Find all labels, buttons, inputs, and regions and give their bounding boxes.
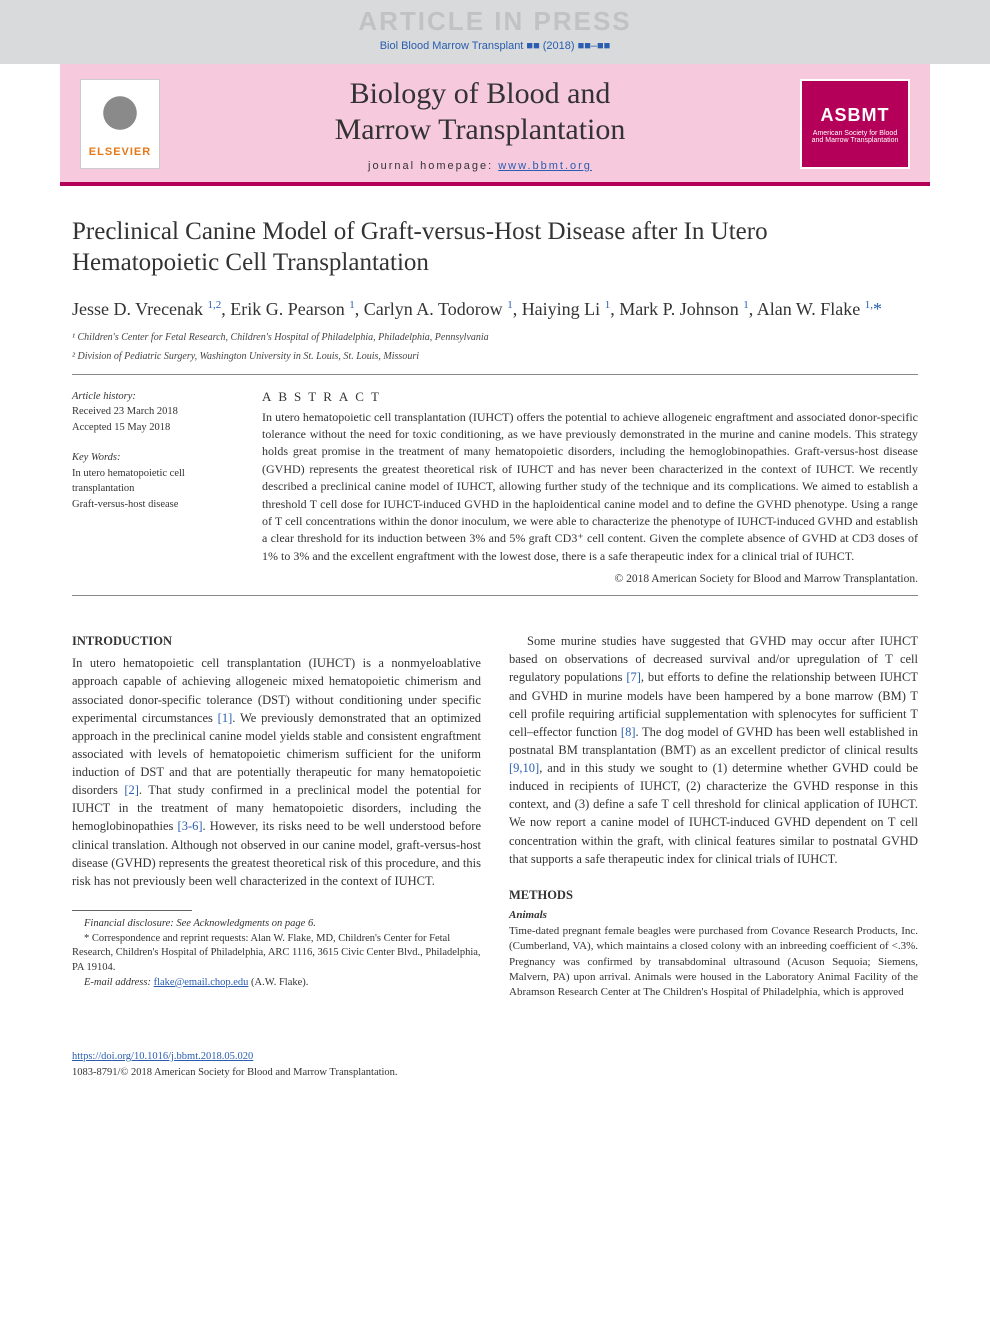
email-line: E-mail address: flake@email.chop.edu (A.…	[72, 976, 481, 991]
footnotes: Financial disclosure: See Acknowledgment…	[72, 917, 481, 990]
journal-banner: ELSEVIER Biology of Blood and Marrow Tra…	[60, 64, 930, 182]
abstract-label: ABSTRACT	[262, 389, 918, 405]
homepage-link[interactable]: www.bbmt.org	[498, 160, 592, 172]
footnote-divider	[72, 910, 192, 911]
history-label: Article history:	[72, 389, 232, 405]
right-column: Some murine studies have suggested that …	[509, 632, 918, 1001]
email-suffix: (A.W. Flake).	[248, 977, 308, 988]
meta-column: Article history: Received 23 March 2018 …	[72, 389, 232, 586]
abstract-text: In utero hematopoietic cell transplantat…	[262, 409, 918, 566]
elsevier-label: ELSEVIER	[89, 146, 151, 158]
citation-line: Biol Blood Marrow Transplant ■■ (2018) ■…	[0, 37, 990, 58]
journal-homepage: journal homepage: www.bbmt.org	[160, 160, 800, 172]
financial-disclosure: Financial disclosure: See Acknowledgment…	[72, 917, 481, 932]
elsevier-logo[interactable]: ELSEVIER	[80, 79, 160, 169]
email-label: E-mail address:	[84, 977, 154, 988]
asbmt-badge[interactable]: ASBMT American Society for Blood and Mar…	[800, 79, 910, 169]
financial-text: Financial disclosure: See Acknowledgment…	[84, 918, 316, 929]
intro-para-2: Some murine studies have suggested that …	[509, 632, 918, 868]
abstract-column: ABSTRACT In utero hematopoietic cell tra…	[262, 389, 918, 586]
article-status-banner: ARTICLE IN PRESS Biol Blood Marrow Trans…	[0, 0, 990, 64]
affiliation-1: ¹ Children's Center for Fetal Research, …	[72, 330, 918, 345]
asbmt-acronym: ASBMT	[821, 105, 890, 126]
journal-title-line1: Biology of Blood and	[160, 76, 800, 112]
introduction-heading: INTRODUCTION	[72, 632, 481, 650]
body-columns: INTRODUCTION In utero hematopoietic cell…	[72, 632, 918, 1001]
journal-title-block: Biology of Blood and Marrow Transplantat…	[160, 76, 800, 172]
keyword-1: In utero hematopoietic cell transplantat…	[72, 466, 232, 498]
left-column: INTRODUCTION In utero hematopoietic cell…	[72, 632, 481, 1001]
methods-heading: METHODS	[509, 886, 918, 904]
article-status-text: ARTICLE IN PRESS	[0, 6, 990, 37]
elsevier-tree-icon	[95, 91, 145, 146]
keywords-block: Key Words: In utero hematopoietic cell t…	[72, 450, 232, 513]
article-content: Preclinical Canine Model of Graft-versus…	[0, 186, 990, 1021]
divider-top	[72, 374, 918, 375]
accepted-date: Accepted 15 May 2018	[72, 420, 232, 436]
homepage-label: journal homepage:	[368, 160, 498, 172]
keywords-label: Key Words:	[72, 450, 232, 466]
abstract-copyright: © 2018 American Society for Blood and Ma…	[262, 573, 918, 585]
animals-text: Time-dated pregnant female beagles were …	[509, 924, 918, 1001]
page-footer: https://doi.org/10.1016/j.bbmt.2018.05.0…	[0, 1021, 990, 1101]
journal-title-line2: Marrow Transplantation	[160, 112, 800, 148]
intro-para-1: In utero hematopoietic cell transplantat…	[72, 654, 481, 890]
email-link[interactable]: flake@email.chop.edu	[154, 977, 249, 988]
received-date: Received 23 March 2018	[72, 404, 232, 420]
correspondence: * Correspondence and reprint requests: A…	[72, 932, 481, 976]
article-history: Article history: Received 23 March 2018 …	[72, 389, 232, 436]
asbmt-sub2: and Marrow Transplantation	[812, 137, 899, 144]
asbmt-sub1: American Society for Blood	[813, 130, 897, 137]
issn-copyright: 1083-8791/© 2018 American Society for Bl…	[72, 1065, 918, 1081]
author-list: Jesse D. Vrecenak 1,2, Erik G. Pearson 1…	[72, 297, 918, 322]
article-title: Preclinical Canine Model of Graft-versus…	[72, 216, 918, 279]
divider-bottom	[72, 595, 918, 596]
animals-heading: Animals	[509, 908, 918, 924]
meta-abstract-row: Article history: Received 23 March 2018 …	[72, 389, 918, 586]
affiliation-2: ² Division of Pediatric Surgery, Washing…	[72, 349, 918, 364]
keyword-2: Graft-versus-host disease	[72, 497, 232, 513]
doi-link[interactable]: https://doi.org/10.1016/j.bbmt.2018.05.0…	[72, 1051, 253, 1062]
